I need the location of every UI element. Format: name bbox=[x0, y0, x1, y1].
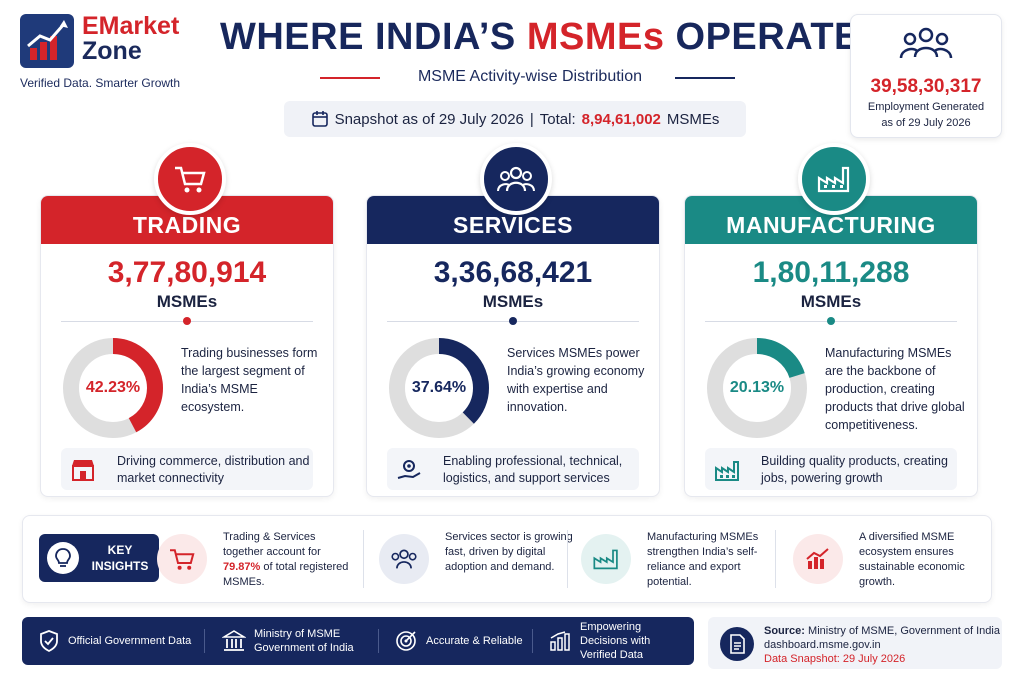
source-url[interactable]: dashboard.msme.gov.in bbox=[764, 639, 881, 651]
key-insights-badge: KEY INSIGHTS bbox=[39, 534, 159, 582]
employment-value: 39,58,30,317 bbox=[870, 76, 982, 97]
snapshot-separator: | bbox=[529, 110, 534, 128]
sector-footer: Building quality products, creating jobs… bbox=[705, 448, 957, 490]
sector-percent: 20.13% bbox=[729, 379, 785, 396]
snapshot-banner: Snapshot as of 29 July 2026 | Total: 8,9… bbox=[284, 101, 746, 137]
donut-chart bbox=[389, 338, 489, 438]
sector-count: 3,77,80,914 bbox=[107, 256, 267, 289]
source-text: Source: Ministry of MSME, Government of … bbox=[764, 625, 1000, 665]
sector-percent: 42.23% bbox=[85, 379, 141, 396]
factory-icon bbox=[715, 461, 739, 481]
snapshot-total-suffix: MSMEs bbox=[666, 110, 720, 128]
insight-item: Manufacturing MSMEs strengthen India’s s… bbox=[581, 530, 781, 590]
people-icon bbox=[379, 534, 429, 584]
insight-item: A diversified MSME ecosystem ensures sus… bbox=[793, 530, 983, 590]
sector-count: 3,36,68,421 bbox=[433, 256, 593, 289]
separator bbox=[567, 530, 568, 588]
factory-icon bbox=[581, 534, 631, 584]
sector-description: Services MSMEs power India’s growing eco… bbox=[507, 346, 645, 414]
insight-text: A diversified MSME ecosystem ensures sus… bbox=[859, 531, 965, 588]
brand-tagline: Verified Data. Smarter Growth bbox=[20, 76, 181, 90]
sector-name: SERVICES bbox=[367, 196, 659, 244]
growth-chart-icon bbox=[793, 534, 843, 584]
snapshot-date: Snapshot as of 29 July 2026 bbox=[334, 110, 524, 128]
divider-dot bbox=[827, 317, 835, 325]
sector-count: 1,80,11,288 bbox=[752, 256, 910, 289]
insight-item: Trading & Services together account for … bbox=[157, 530, 357, 590]
sector-unit: MSMEs bbox=[800, 292, 862, 311]
sector-description: Manufacturing MSMEs are the backbone of … bbox=[825, 346, 965, 432]
page-subtitle: MSME Activity-wise Distribution bbox=[417, 68, 643, 85]
lightbulb-icon bbox=[47, 542, 79, 574]
separator bbox=[775, 530, 776, 588]
snapshot-total-label: Total: bbox=[539, 110, 576, 128]
page-title: WHERE INDIA’S MSMEs OPERATE bbox=[220, 16, 860, 58]
snapshot-total-value: 8,94,61,002 bbox=[581, 110, 661, 128]
sector-footer-text: Building quality products, creating jobs… bbox=[761, 454, 948, 485]
sector-description: Trading businesses form the largest segm… bbox=[181, 346, 318, 414]
donut-arc bbox=[63, 338, 163, 438]
source-box: Source: Ministry of MSME, Government of … bbox=[708, 617, 1002, 669]
people-icon bbox=[899, 27, 953, 59]
footer-bar: Official Government Data Ministry of MSM… bbox=[22, 617, 694, 665]
key-insights-line2: INSIGHTS bbox=[91, 559, 149, 573]
separator bbox=[204, 629, 205, 653]
footer-item: Official Government Data bbox=[38, 617, 198, 665]
factory-icon bbox=[798, 143, 870, 215]
insight-text: Trading & Services together account for … bbox=[223, 531, 349, 588]
government-building-icon bbox=[222, 630, 246, 651]
employment-card: 39,58,30,317 Employment Generated as of … bbox=[850, 14, 1002, 138]
cart-icon bbox=[157, 534, 207, 584]
brand-name: EMarket Zone bbox=[82, 12, 180, 65]
insight-text: Services sector is growing fast, driven … bbox=[445, 531, 573, 573]
sector-card-services: SERVICES 3,36,68,421 MSMEs 37.64% Servic… bbox=[366, 195, 660, 497]
sector-unit: MSMEs bbox=[482, 292, 544, 311]
source-snapshot: Data Snapshot: 29 July 2026 bbox=[764, 653, 906, 665]
subtitle-line-left bbox=[320, 77, 380, 79]
sector-card-manufacturing: MANUFACTURING 1,80,11,288 MSMEs 20.13% M… bbox=[684, 195, 978, 497]
employment-label-1: Employment Generated bbox=[867, 101, 985, 113]
sector-footer-text: Driving commerce, distribution and marke… bbox=[117, 454, 310, 485]
footer-item: Ministry of MSME Government of India bbox=[222, 617, 372, 665]
gear-hand-icon bbox=[397, 460, 421, 479]
separator bbox=[532, 629, 533, 653]
target-icon bbox=[396, 631, 416, 651]
insight-item: Services sector is growing fast, driven … bbox=[379, 530, 573, 590]
shield-icon bbox=[40, 630, 58, 653]
employment-label-2: as of 29 July 2026 bbox=[881, 117, 971, 129]
bar-chart-icon bbox=[550, 631, 570, 651]
divider-dot bbox=[183, 317, 191, 325]
calendar-icon bbox=[311, 111, 328, 127]
sector-footer: Driving commerce, distribution and marke… bbox=[61, 448, 313, 490]
donut-chart bbox=[63, 338, 163, 438]
subtitle-line-right bbox=[675, 77, 735, 79]
sector-card-trading: TRADING 3,77,80,914 MSMEs 42.23% Trading… bbox=[40, 195, 334, 497]
insight-text: Manufacturing MSMEs strengthen India’s s… bbox=[647, 531, 759, 588]
document-icon bbox=[720, 627, 754, 661]
donut-arc bbox=[389, 338, 489, 438]
separator bbox=[363, 530, 364, 588]
brand-logo-icon bbox=[20, 14, 74, 68]
donut-chart bbox=[707, 338, 807, 438]
cart-icon bbox=[154, 143, 226, 215]
store-icon bbox=[72, 460, 94, 481]
divider-dot bbox=[509, 317, 517, 325]
separator bbox=[378, 629, 379, 653]
sector-footer: Enabling professional, technical, logist… bbox=[387, 448, 639, 490]
key-insights-panel: KEY INSIGHTS Trading & Services together … bbox=[22, 515, 992, 603]
subtitle-row: MSME Activity-wise Distribution bbox=[320, 66, 740, 90]
key-insights-line1: KEY bbox=[107, 543, 133, 557]
donut-arc bbox=[707, 338, 807, 438]
sector-footer-text: Enabling professional, technical, logist… bbox=[443, 454, 623, 485]
footer-item: Empowering Decisions with Verified Data bbox=[548, 617, 692, 665]
sector-unit: MSMEs bbox=[156, 292, 218, 311]
sector-percent: 37.64% bbox=[411, 379, 467, 396]
footer-item: Accurate & Reliable bbox=[394, 617, 544, 665]
people-icon bbox=[480, 143, 552, 215]
